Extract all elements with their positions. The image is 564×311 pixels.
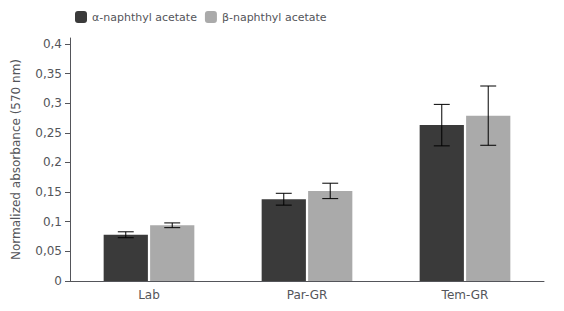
- svg-text:0,15: 0,15: [35, 185, 62, 199]
- svg-text:Par-GR: Par-GR: [287, 288, 328, 302]
- svg-text:Lab: Lab: [138, 288, 160, 302]
- svg-text:α-naphthyl acetate: α-naphthyl acetate: [92, 11, 197, 24]
- svg-text:0,3: 0,3: [43, 96, 62, 110]
- svg-text:0,1: 0,1: [43, 215, 62, 229]
- svg-text:0: 0: [54, 274, 62, 288]
- svg-text:Tem-GR: Tem-GR: [441, 288, 489, 302]
- svg-text:0,25: 0,25: [35, 126, 62, 140]
- svg-text:0,2: 0,2: [43, 155, 62, 169]
- svg-text:0,4: 0,4: [43, 37, 62, 51]
- svg-text:0,35: 0,35: [35, 67, 62, 81]
- svg-text:β-naphthyl acetate: β-naphthyl acetate: [222, 11, 327, 24]
- svg-text:0,05: 0,05: [35, 244, 62, 258]
- svg-text:Normalized absorbance (570 nm): Normalized absorbance (570 nm): [9, 59, 23, 260]
